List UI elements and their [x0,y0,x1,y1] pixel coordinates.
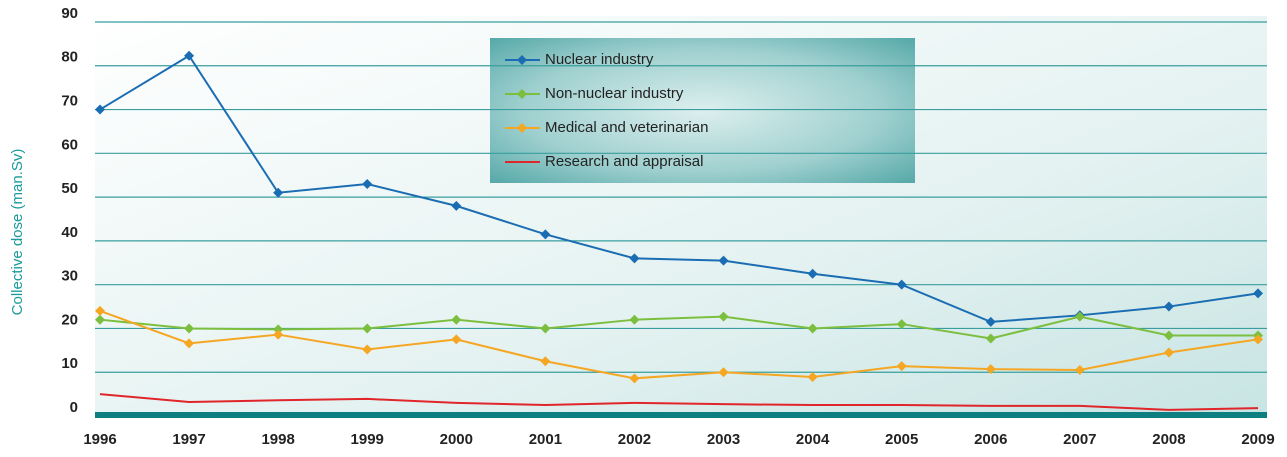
marker [807,372,818,383]
marker [451,314,462,325]
marker [95,305,105,316]
y-tick-label: 0 [70,399,78,416]
baseline-band [95,412,1267,418]
marker [451,334,462,345]
marker [718,311,729,322]
marker [184,338,195,349]
x-tick-label: 1997 [172,431,205,448]
marker [896,279,907,290]
y-tick-label: 30 [61,268,78,285]
x-tick-label: 2003 [707,431,740,448]
y-tick-label: 90 [61,5,78,22]
marker [273,324,284,335]
marker [985,333,996,344]
series-line [99,393,1259,411]
y-tick-label: 80 [61,49,78,66]
marker [629,253,640,264]
legend-label: Non-nuclear industry [545,85,684,102]
marker [451,200,462,211]
legend-marker [517,89,527,99]
x-tick-label: 1999 [351,431,384,448]
marker [718,367,729,378]
y-tick-label: 70 [61,93,78,110]
x-tick-label: 2002 [618,431,651,448]
y-tick-label: 20 [61,311,78,328]
marker [1074,365,1085,376]
y-tick-label: 60 [61,136,78,153]
legend-box [490,38,915,183]
marker [896,319,907,330]
marker [629,373,640,384]
marker [1074,311,1085,322]
series-line [99,54,1259,323]
marker [1163,301,1174,312]
marker [95,314,105,325]
marker [896,361,907,372]
legend-label: Research and appraisal [545,153,703,170]
x-tick-label: 2005 [885,431,918,448]
x-tick-label: 1996 [83,431,116,448]
legend-marker [517,55,527,65]
x-tick-label: 2000 [440,431,473,448]
x-tick-label: 2004 [796,431,830,448]
x-tick-label: 2006 [974,431,1007,448]
y-tick-label: 40 [61,224,78,241]
marker [540,356,551,367]
marker [807,323,818,334]
marker [362,344,373,355]
marker [273,187,284,198]
marker [1253,288,1263,299]
marker [1253,334,1263,345]
marker [362,178,373,189]
x-tick-label: 2007 [1063,431,1096,448]
x-tick-label: 2008 [1152,431,1185,448]
legend-marker [517,123,527,133]
legend-label: Medical and veterinarian [545,119,708,136]
legend-label: Nuclear industry [545,51,654,68]
marker [184,323,195,334]
marker [985,364,996,375]
marker [718,255,729,266]
marker [807,268,818,279]
x-tick-label: 2009 [1241,431,1274,448]
y-axis-label: Collective dose (man.Sv) [9,149,26,316]
marker [1163,347,1174,358]
marker [362,323,373,334]
marker [273,329,284,340]
series-line [99,315,1258,340]
x-tick-label: 2001 [529,431,562,448]
y-tick-label: 50 [61,180,78,197]
marker [540,323,551,334]
marker [540,229,551,240]
marker [95,104,105,115]
series-line [99,309,1259,380]
y-tick-label: 10 [61,355,78,372]
marker [629,314,640,325]
marker [184,50,195,61]
x-tick-label: 1998 [261,431,294,448]
marker [985,316,996,327]
marker [1163,330,1174,341]
